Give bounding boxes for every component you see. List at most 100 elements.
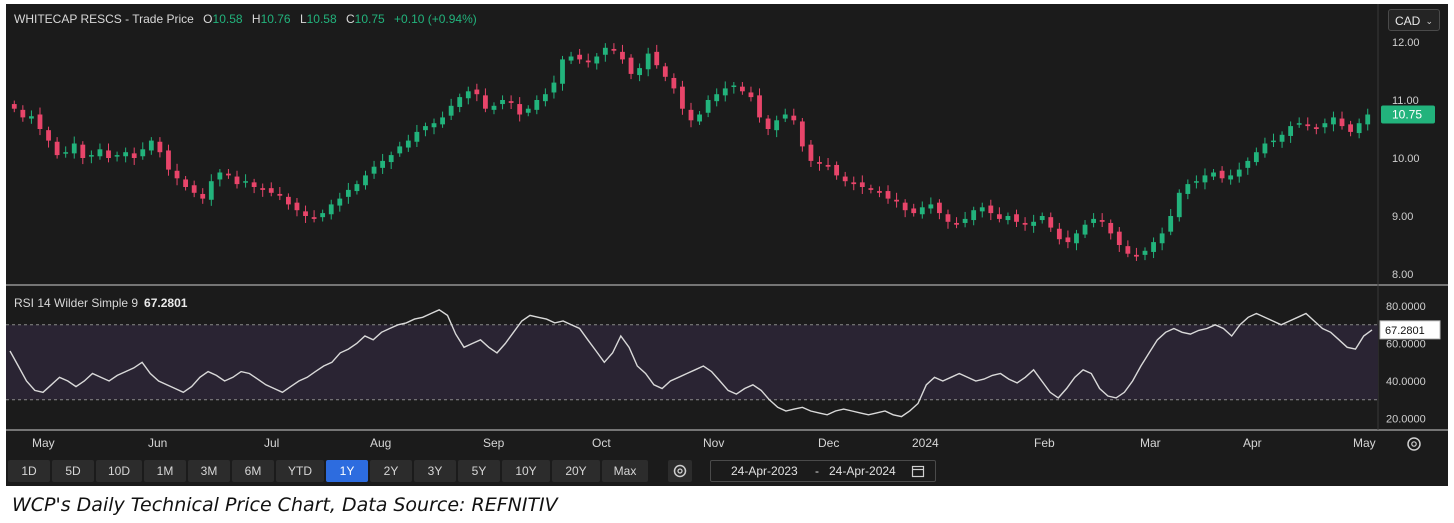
- candle-body: [208, 181, 214, 200]
- range-button-ytd[interactable]: YTD: [276, 460, 324, 482]
- currency-value: CAD: [1395, 14, 1421, 28]
- candle-body: [671, 77, 677, 89]
- rsi-value-label: 67.2801: [1385, 325, 1425, 337]
- candle-body: [739, 86, 745, 92]
- rsi-band: [6, 324, 1378, 400]
- candle-body: [345, 189, 351, 197]
- candle-body: [954, 222, 959, 225]
- candle-body: [1322, 123, 1328, 128]
- rsi-tick-label: 60.0000: [1386, 339, 1426, 351]
- candle-body: [500, 100, 505, 105]
- candle-body: [534, 100, 540, 110]
- candle-body: [474, 89, 480, 95]
- x-tick-label: Feb: [1034, 436, 1055, 450]
- candle-body: [20, 109, 26, 118]
- candle-body: [1091, 218, 1097, 223]
- candle-body: [1313, 127, 1319, 129]
- candle-body: [757, 95, 762, 118]
- candle-body: [1039, 216, 1045, 221]
- candle-body: [106, 150, 111, 158]
- high-label: H: [251, 12, 261, 26]
- candle-body: [234, 176, 240, 185]
- candle-body: [217, 172, 223, 180]
- candle-body: [80, 144, 86, 158]
- candle-body: [1116, 231, 1122, 245]
- x-tick-label: May: [32, 436, 55, 450]
- currency-select[interactable]: CAD ⌄: [1388, 9, 1440, 31]
- range-button-10d[interactable]: 10D: [96, 460, 142, 482]
- candle-body: [371, 166, 377, 174]
- candle-body: [508, 101, 514, 103]
- close-value: 10.75: [354, 12, 385, 26]
- candle-body: [928, 204, 934, 209]
- candle-body: [46, 130, 51, 141]
- candle-body: [97, 149, 103, 157]
- candle-body: [577, 54, 583, 60]
- candle-body: [320, 213, 326, 218]
- range-button-5d[interactable]: 5D: [52, 460, 94, 482]
- candle-body: [414, 131, 420, 142]
- candle-body: [1151, 242, 1156, 252]
- candle-body: [1279, 134, 1285, 142]
- candle-body: [525, 108, 531, 113]
- rsi-value-marker: [1379, 320, 1441, 340]
- range-button-2y[interactable]: 2Y: [370, 460, 412, 482]
- candle-body: [637, 68, 643, 76]
- candle-body: [971, 210, 977, 221]
- candle-body: [1048, 217, 1054, 228]
- candle-body: [397, 146, 403, 154]
- candle-body: [1211, 172, 1216, 177]
- candle-body: [226, 173, 231, 176]
- candle-body: [277, 193, 283, 196]
- candle-body: [705, 100, 711, 113]
- low-label: L: [299, 12, 307, 26]
- candle-body: [200, 193, 206, 199]
- candle-body: [902, 202, 908, 211]
- range-button-20y[interactable]: 20Y: [552, 460, 600, 482]
- candle-body: [894, 199, 899, 202]
- candle-body: [945, 214, 951, 222]
- range-toolbar: 24-Apr-2023 - 24-Apr-2024 1D 5D 10D 1M 3M 6M Y…: [6, 458, 1448, 484]
- range-button-1d[interactable]: 1D: [8, 460, 50, 482]
- candle-body: [1176, 192, 1182, 218]
- candle-body: [722, 88, 728, 96]
- range-button-5y[interactable]: 5Y: [458, 460, 500, 482]
- candle-body: [183, 179, 189, 187]
- candle-body: [782, 114, 788, 119]
- range-button-10y[interactable]: 10Y: [502, 460, 550, 482]
- gear-ring: [1407, 437, 1421, 451]
- range-button-6m[interactable]: 6M: [232, 460, 274, 482]
- candle-body: [311, 217, 317, 219]
- range-button-1m[interactable]: 1M: [144, 460, 186, 482]
- candle-body: [868, 188, 874, 190]
- range-button-max[interactable]: Max: [602, 460, 648, 482]
- candle-body: [191, 185, 197, 193]
- candle-body: [1356, 123, 1362, 134]
- range-button-3y[interactable]: 3Y: [414, 460, 456, 482]
- candle-body: [834, 164, 840, 176]
- candle-body: [620, 51, 625, 60]
- candle-body: [688, 109, 694, 121]
- candle-body: [654, 51, 660, 66]
- range-button-3m[interactable]: 3M: [188, 460, 230, 482]
- x-tick-label: 2024: [912, 436, 939, 450]
- candle-body: [1245, 160, 1251, 168]
- candle-body: [602, 47, 608, 55]
- date-range-picker[interactable]: 24-Apr-2023 - 24-Apr-2024: [710, 460, 936, 482]
- candle-body: [294, 202, 300, 211]
- candle-body: [1296, 123, 1302, 125]
- candle-body: [911, 208, 917, 214]
- candle-body: [423, 126, 428, 131]
- last-price-marker: [1381, 105, 1435, 124]
- range-button-1y[interactable]: 1Y: [326, 460, 368, 482]
- gear-icon: [673, 464, 687, 478]
- chart-app: 12.00 11.00 10.00 9.00 8.00 80.0000 60.0000 40.…: [6, 4, 1448, 486]
- candle-body: [808, 144, 814, 161]
- date-to: 24-Apr-2024: [829, 464, 896, 478]
- candle-body: [431, 123, 437, 128]
- candle-body: [774, 120, 780, 131]
- settings-button[interactable]: [668, 460, 692, 482]
- date-separator: -: [815, 464, 819, 478]
- candle-body: [140, 149, 146, 157]
- candle-body: [1202, 175, 1208, 183]
